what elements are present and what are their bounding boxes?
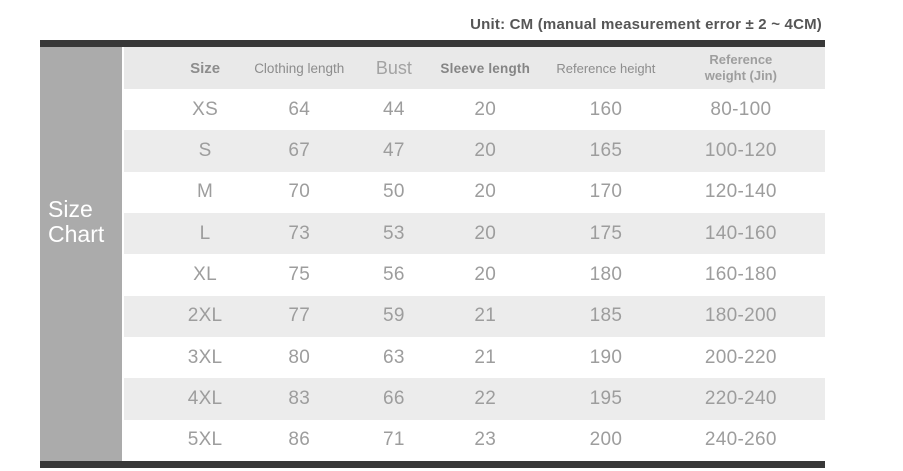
table-cell: 53 bbox=[382, 222, 405, 244]
header-cell-size: Size bbox=[190, 59, 221, 77]
table-cell: 64 bbox=[288, 98, 311, 120]
table-cell: 71 bbox=[382, 429, 405, 451]
table-cell: 185 bbox=[589, 305, 623, 327]
table-cell: 66 bbox=[382, 387, 405, 409]
table-cell: 4XL bbox=[187, 387, 223, 409]
table-cell: 73 bbox=[288, 222, 311, 244]
table-row-5xl: 5XL 86 71 23 200 240-260 bbox=[124, 419, 825, 461]
table-cell: L bbox=[199, 222, 211, 244]
table-cell: 5XL bbox=[187, 429, 223, 451]
table-cell: 59 bbox=[382, 305, 405, 327]
table-cell: 200 bbox=[589, 429, 623, 451]
header-cell-reference-height: Reference height bbox=[556, 60, 656, 76]
unit-note: Unit: CM (manual measurement error ± 2 ~… bbox=[470, 16, 822, 33]
table-cell: 86 bbox=[288, 429, 311, 451]
table-cell: 21 bbox=[474, 305, 497, 327]
table-cell: 160 bbox=[589, 98, 623, 120]
table-cell: 3XL bbox=[187, 346, 223, 368]
table-cell: 20 bbox=[474, 98, 497, 120]
table-row-xs: XS 64 44 20 160 80-100 bbox=[124, 89, 825, 131]
table-cell: 20 bbox=[474, 181, 497, 203]
table-row-2xl: 2XL 77 59 21 185 180-200 bbox=[124, 295, 825, 337]
table-row-l: L 73 53 20 175 140-160 bbox=[124, 212, 825, 255]
table-cell: 195 bbox=[589, 387, 623, 409]
table-header-row: Size Clothing length Bust Sleeve length … bbox=[124, 47, 825, 89]
table-cell: 200-220 bbox=[704, 346, 777, 368]
table-cell: 23 bbox=[474, 429, 497, 451]
table-cell: 80 bbox=[288, 346, 311, 368]
header-cell-sleeve-length: Sleeve length bbox=[440, 60, 531, 76]
table-cell: 180 bbox=[589, 263, 623, 285]
table-cell: S bbox=[198, 139, 212, 161]
table-sidebar: Size Chart bbox=[40, 47, 122, 461]
table-cell: XS bbox=[192, 98, 219, 120]
sidebar-title-line1: Size bbox=[48, 196, 93, 222]
table-row-4xl: 4XL 83 66 22 195 220-240 bbox=[124, 378, 825, 420]
table-cell: 44 bbox=[382, 98, 405, 120]
table-cell: 56 bbox=[382, 263, 405, 285]
table-cell: M bbox=[197, 181, 214, 203]
table-cell: 20 bbox=[474, 263, 497, 285]
table-cell: 160-180 bbox=[704, 263, 777, 285]
table-row-3xl: 3XL 80 63 21 190 200-220 bbox=[124, 336, 825, 379]
header-cell-clothing-length: Clothing length bbox=[254, 60, 345, 76]
table-cell: 140-160 bbox=[704, 222, 777, 244]
table-cell: 100-120 bbox=[704, 139, 777, 161]
table-cell: 75 bbox=[288, 263, 311, 285]
table-cell: 190 bbox=[589, 346, 623, 368]
table-cell: XL bbox=[193, 263, 217, 285]
table-cell: 180-200 bbox=[704, 305, 777, 327]
header-cell-reference-weight: Reference weight (Jin) bbox=[704, 52, 777, 83]
size-chart-table: Size Chart Size Clothing length Bust Sle… bbox=[40, 40, 825, 468]
table-cell: 165 bbox=[589, 139, 623, 161]
table-cell: 21 bbox=[474, 346, 497, 368]
table-cell: 70 bbox=[288, 181, 311, 203]
table-row-s: S 67 47 20 165 100-120 bbox=[124, 130, 825, 172]
sidebar-title-line2: Chart bbox=[48, 220, 105, 247]
table-cell: 83 bbox=[288, 387, 311, 409]
header-cell-bust: Bust bbox=[375, 57, 412, 78]
table-cell: 170 bbox=[589, 181, 623, 203]
table-cell: 20 bbox=[474, 139, 497, 161]
table-cell: 120-140 bbox=[704, 181, 777, 203]
table-row-xl: XL 75 56 20 180 160-180 bbox=[124, 254, 825, 296]
table-cell: 20 bbox=[474, 222, 497, 244]
table-cell: 47 bbox=[382, 139, 405, 161]
table-cell: 77 bbox=[288, 305, 311, 327]
table-cell: 50 bbox=[382, 181, 405, 203]
table-cell: 240-260 bbox=[704, 429, 777, 451]
table-cell: 220-240 bbox=[704, 387, 777, 409]
table-cell: 175 bbox=[589, 222, 623, 244]
table-cell: 22 bbox=[474, 387, 497, 409]
table-grid: Size Clothing length Bust Sleeve length … bbox=[124, 47, 825, 461]
table-cell: 67 bbox=[288, 139, 311, 161]
table-row-m: M 70 50 20 170 120-140 bbox=[124, 171, 825, 213]
table-cell: 80-100 bbox=[710, 98, 772, 120]
table-cell: 2XL bbox=[187, 305, 223, 327]
table-cell: 63 bbox=[382, 346, 405, 368]
